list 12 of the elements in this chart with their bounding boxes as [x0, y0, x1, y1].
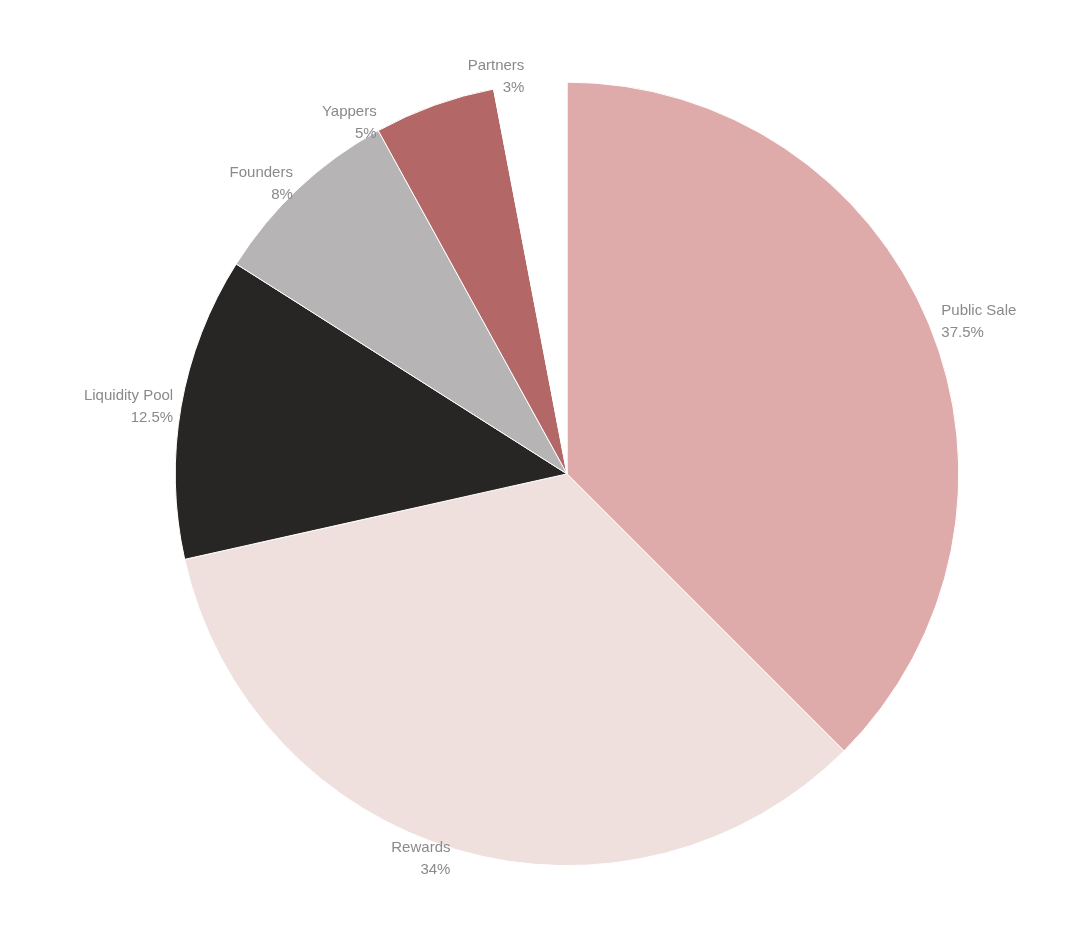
slice-label: Public Sale [941, 301, 1017, 319]
data-label: 5% [354, 124, 377, 142]
slice-label: Liquidity Pool [83, 385, 174, 403]
data-label: 37.5% [941, 323, 984, 341]
slice-label: Yappers [321, 102, 377, 120]
data-label: 12.5% [130, 407, 174, 425]
data-label: 34% [420, 860, 451, 878]
data-label: 8% [271, 184, 293, 202]
data-label: 3% [502, 78, 525, 96]
slice-label: Founders [229, 162, 293, 180]
slice-label: Rewards [391, 838, 451, 856]
slice-label: Partners [467, 56, 525, 74]
